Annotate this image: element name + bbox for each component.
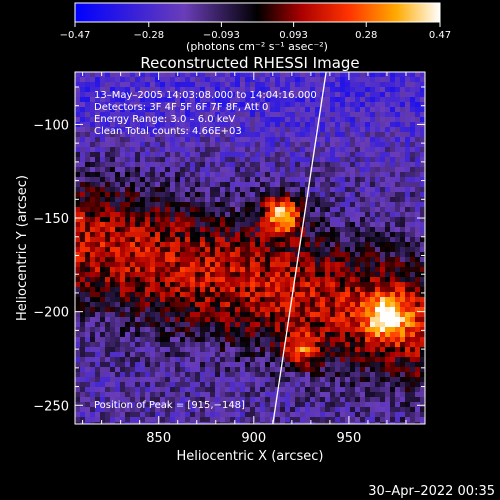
footer-timestamp: 30–Apr–2022 00:35 (368, 484, 495, 499)
colorbar-tick-label: −0.28 (133, 30, 164, 41)
y-tick-label: −250 (33, 399, 69, 414)
annotation-energy: Energy Range: 3.0 – 6.0 keV (94, 114, 235, 125)
plot-frame (74, 71, 426, 425)
colorbar-ticks: −0.47 −0.28 −0.093 0.093 0.28 0.47 (60, 22, 451, 41)
annotation-detectors: Detectors: 3F 4F 5F 6F 7F 8F, Att 0 (94, 102, 268, 113)
x-axis-label: Heliocentric X (arcsec) (177, 449, 324, 464)
colorbar-tick-label: 0.28 (355, 30, 377, 41)
y-tick-label: −200 (33, 306, 69, 321)
y-tick-label: −100 (33, 118, 69, 133)
colorbar-unit-label: (photons cm⁻² s⁻¹ asec⁻²) (186, 40, 328, 53)
axis-ticks: 850 900 950 −100 −150 −200 −250 (33, 72, 426, 446)
colorbar-tick-label: −0.093 (203, 30, 240, 41)
colorbar-tick-label: 0.47 (429, 30, 451, 41)
y-tick-label: −150 (33, 212, 69, 227)
annotation-time: 13–May–2005 14:03:08.000 to 14:04:16.000 (94, 90, 317, 101)
colorbar-tick-label: −0.47 (60, 30, 91, 41)
x-tick-label: 850 (146, 431, 171, 446)
heatmap (75, 72, 425, 424)
colorbar-tick-label: 0.093 (279, 30, 308, 41)
chart-title: Reconstructed RHESSI Image (140, 54, 359, 72)
x-tick-label: 950 (336, 431, 361, 446)
annotation-clean: Clean Total counts: 4.66E+03 (94, 126, 242, 137)
x-tick-label: 900 (241, 431, 266, 446)
colorbar (74, 2, 441, 23)
limb-line (272, 72, 327, 424)
y-axis-label: Heliocentric Y (arcsec) (15, 175, 30, 321)
peak-label: Position of Peak = [915,−148] (94, 400, 245, 411)
